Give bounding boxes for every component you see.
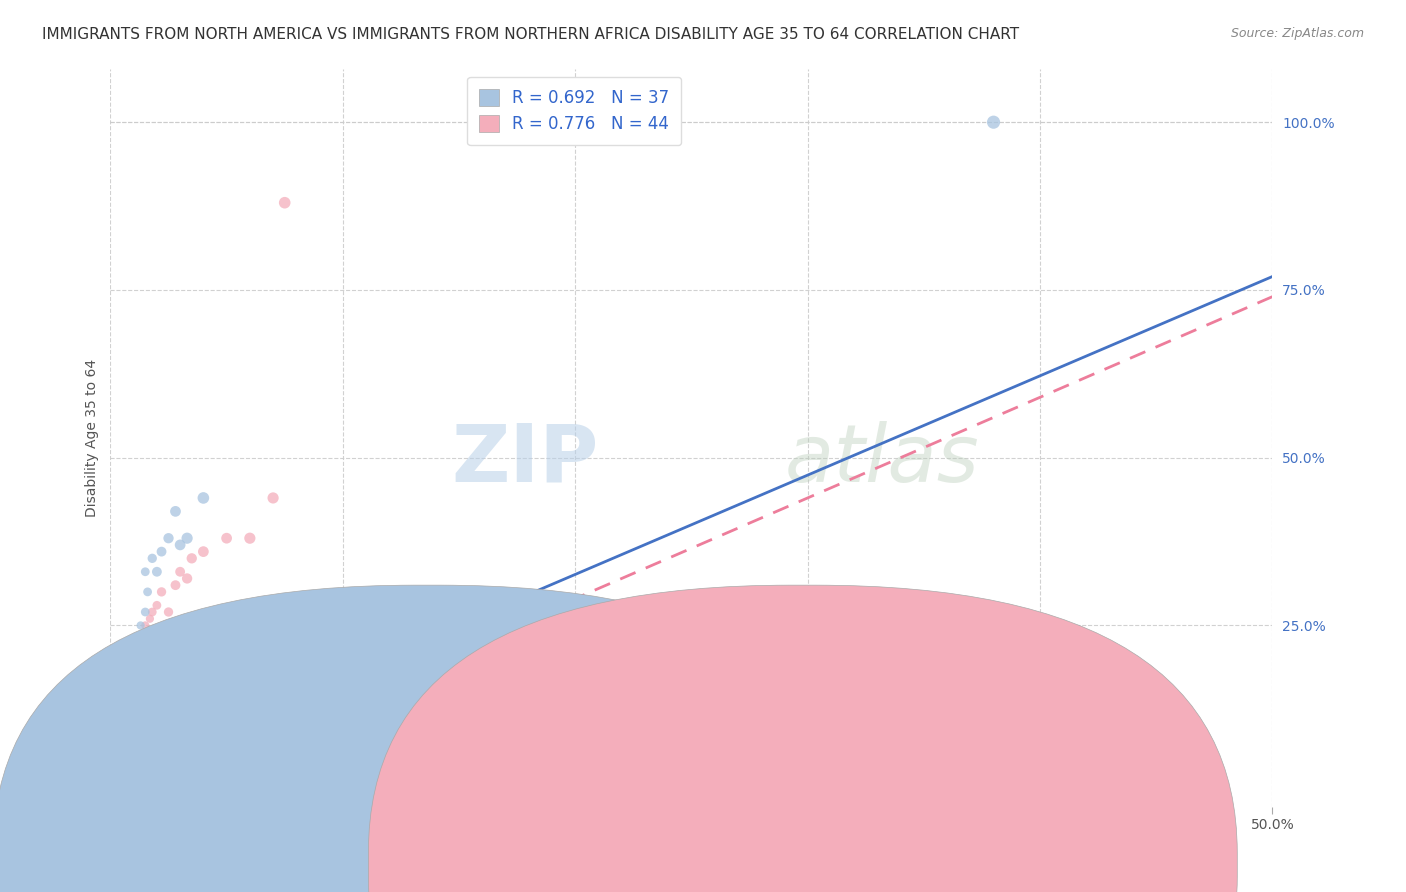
Point [150,585,173,599]
Point [115,679,138,693]
Point [169,565,191,579]
Point [193,544,215,558]
Point [157,531,180,545]
Point [796,625,818,640]
Text: IMMIGRANTS FROM NORTH AMERICA VS IMMIGRANTS FROM NORTHERN AFRICA DISABILITY AGE : IMMIGRANTS FROM NORTH AMERICA VS IMMIGRA… [42,27,1019,42]
Point [136,625,159,640]
Point [101,759,124,773]
Point [104,746,127,760]
Point [115,665,138,680]
Point [108,732,131,747]
Point [101,753,124,767]
Point [239,531,262,545]
Point [890,719,912,733]
Point [204,618,226,632]
Point [118,692,141,706]
Text: Source: ZipAtlas.com: Source: ZipAtlas.com [1230,27,1364,40]
Point [146,565,169,579]
Point [120,672,142,686]
Point [180,551,202,566]
Point [115,692,138,706]
Point [111,685,134,699]
Point [332,685,354,699]
Point [134,618,156,632]
Text: ZIP: ZIP [451,421,599,499]
Point [285,618,308,632]
Point [129,618,152,632]
Point [120,672,142,686]
Point [134,605,156,619]
Point [111,698,134,713]
Text: atlas: atlas [785,421,979,499]
Point [139,612,162,626]
Point [129,639,152,653]
Point [157,605,180,619]
Point [215,531,238,545]
Point [104,732,127,747]
Point [115,698,138,713]
Point [273,195,295,210]
Point [936,632,959,646]
Point [842,591,865,606]
Text: Immigrants from North America: Immigrants from North America [409,863,631,877]
Y-axis label: Disability Age 35 to 64: Disability Age 35 to 64 [86,359,100,516]
Point [105,719,128,733]
Point [105,739,128,754]
Point [169,538,191,552]
Legend: R = 0.692   N = 37, R = 0.776   N = 44: R = 0.692 N = 37, R = 0.776 N = 44 [467,77,681,145]
Point [118,652,141,666]
Point [193,491,215,505]
Point [150,544,173,558]
Point [104,732,127,747]
Point [104,753,127,767]
Point [226,625,249,640]
Point [132,632,155,646]
Point [108,732,131,747]
Point [111,719,134,733]
Point [226,763,249,777]
Point [108,712,131,726]
Point [122,639,145,653]
Point [165,578,187,592]
Point [112,679,135,693]
Point [127,639,149,653]
Point [122,658,145,673]
Point [118,685,141,699]
Point [105,739,128,754]
Point [165,504,187,518]
Point [111,719,134,733]
Point [176,531,198,545]
Point [141,605,163,619]
Point [983,115,1005,129]
Point [108,706,131,720]
Point [125,652,148,666]
Point [134,565,156,579]
Point [141,551,163,566]
Point [262,491,284,505]
Point [105,726,128,740]
Point [127,645,149,659]
Text: Immigrants from Northern Africa: Immigrants from Northern Africa [772,863,1000,877]
Point [112,685,135,699]
Point [125,652,148,666]
Point [118,665,141,680]
Point [146,599,169,613]
Point [136,585,159,599]
Point [112,706,135,720]
Point [132,632,155,646]
Point [122,658,145,673]
Point [112,712,135,726]
Point [176,572,198,586]
Point [111,698,134,713]
